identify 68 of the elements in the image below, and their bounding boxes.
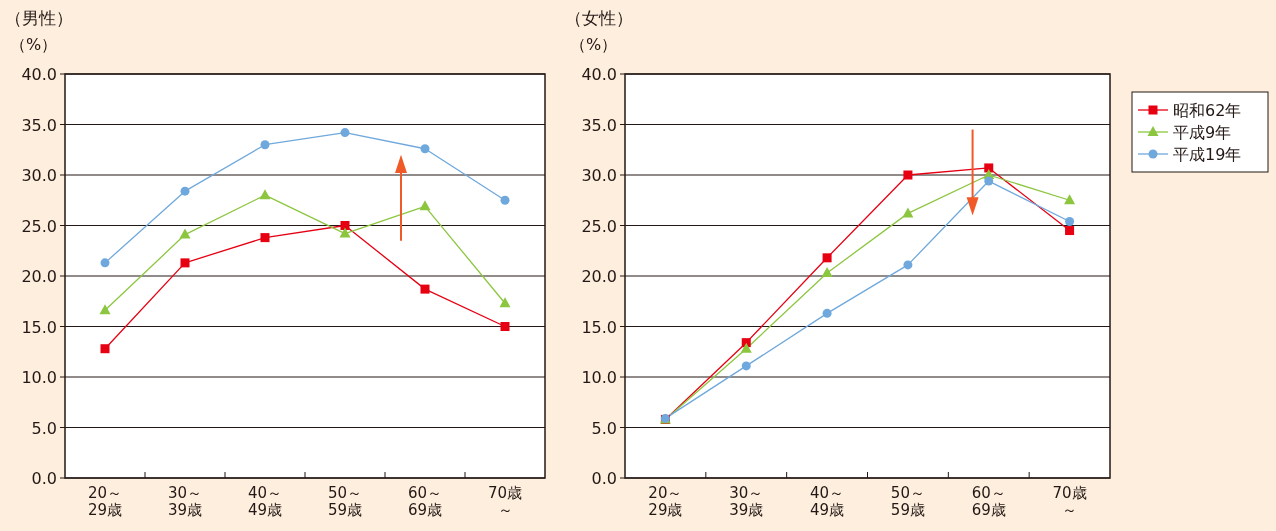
- point: [740, 342, 752, 353]
- point: [419, 200, 431, 211]
- point: [259, 189, 271, 200]
- point: [180, 258, 190, 268]
- point: [822, 308, 832, 318]
- chart-title: （男性）: [5, 8, 73, 28]
- point: [420, 144, 430, 154]
- y-tick-label: 10.0: [581, 368, 617, 387]
- y-tick-label: 40.0: [581, 65, 617, 84]
- point: [260, 233, 270, 243]
- y-axis-title: （%）: [10, 35, 58, 54]
- y-tick-label: 0.0: [31, 469, 57, 488]
- point: [903, 260, 913, 270]
- point: [903, 170, 913, 180]
- x-tick-label: 70歳～: [487, 484, 523, 519]
- x-tick-label: 30～39歳: [167, 484, 203, 519]
- point: [821, 266, 833, 277]
- y-tick-label: 20.0: [581, 267, 617, 286]
- point: [100, 344, 110, 354]
- point: [100, 258, 110, 268]
- point: [1064, 194, 1076, 205]
- y-tick-label: 30.0: [581, 166, 617, 185]
- legend-label: 平成9年: [1173, 123, 1232, 142]
- point: [1065, 216, 1075, 226]
- x-tick-label: 20～29歳: [87, 484, 123, 519]
- y-axis-title: （%）: [570, 35, 618, 54]
- y-tick-label: 25.0: [581, 216, 617, 236]
- point: [500, 195, 510, 205]
- y-tick-label: 25.0: [21, 216, 57, 236]
- point: [99, 304, 111, 315]
- x-tick-label: 60～69歳: [971, 484, 1006, 519]
- point: [822, 253, 832, 263]
- point: [179, 228, 191, 239]
- y-tick-label: 15.0: [21, 317, 57, 337]
- x-tick-label: 50～59歳: [327, 484, 363, 519]
- point: [984, 176, 994, 186]
- point: [741, 361, 751, 371]
- y-tick-label: 20.0: [21, 267, 57, 286]
- chart-title: （女性）: [565, 8, 633, 28]
- y-tick-label: 40.0: [21, 65, 57, 84]
- x-tick-label: 40～49歳: [247, 484, 283, 519]
- y-tick-label: 30.0: [21, 166, 57, 185]
- point: [340, 128, 350, 138]
- y-tick-label: 15.0: [581, 317, 617, 337]
- point: [180, 186, 190, 196]
- x-tick-label: 60～69歳: [407, 484, 443, 519]
- point: [340, 221, 350, 230]
- point: [902, 207, 914, 218]
- x-tick-label: 20～29歳: [648, 484, 683, 519]
- x-tick-label: 50～59歳: [890, 484, 925, 519]
- y-tick-label: 5.0: [591, 418, 617, 438]
- y-tick-label: 10.0: [21, 368, 57, 387]
- point: [1065, 226, 1075, 236]
- x-tick-label: 30～39歳: [729, 484, 764, 519]
- legend-label: 平成19年: [1173, 145, 1242, 164]
- x-tick-label: 40～49歳: [810, 484, 845, 519]
- point: [499, 297, 511, 308]
- point: [260, 140, 270, 150]
- legend-label: 昭和62年: [1173, 101, 1242, 120]
- point: [984, 163, 994, 173]
- x-tick-label: 70歳～: [1052, 484, 1087, 519]
- y-tick-label: 35.0: [581, 115, 617, 135]
- point: [339, 227, 351, 238]
- y-tick-label: 5.0: [31, 418, 57, 438]
- y-tick-label: 35.0: [21, 115, 57, 135]
- point: [420, 284, 430, 294]
- point: [500, 322, 510, 331]
- y-tick-label: 0.0: [591, 469, 617, 488]
